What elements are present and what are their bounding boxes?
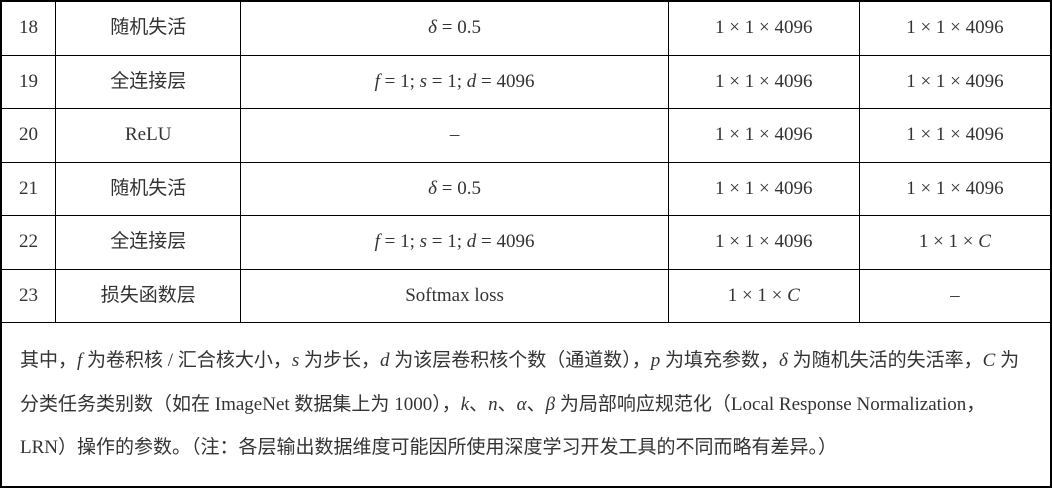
cell-param: δ = 0.5 bbox=[241, 2, 668, 56]
cell-idx: 19 bbox=[2, 55, 56, 109]
footnote-cell: 其中，f 为卷积核 / 汇合核大小，s 为步长，d 为该层卷积核个数（通道数），… bbox=[2, 323, 1051, 487]
cell-idx: 18 bbox=[2, 2, 56, 56]
cell-param: f = 1; s = 1; d = 4096 bbox=[241, 55, 668, 109]
cell-dim-out: 1 × 1 × C bbox=[859, 216, 1050, 270]
cell-dim-out: – bbox=[859, 269, 1050, 323]
cell-param: Softmax loss bbox=[241, 269, 668, 323]
cell-param: – bbox=[241, 109, 668, 163]
layer-table-body: 18 随机失活 δ = 0.5 1 × 1 × 4096 1 × 1 × 409… bbox=[2, 2, 1051, 487]
cell-name: 随机失活 bbox=[55, 162, 241, 216]
cell-param: δ = 0.5 bbox=[241, 162, 668, 216]
cell-dim-in: 1 × 1 × C bbox=[668, 269, 859, 323]
cell-dim-in: 1 × 1 × 4096 bbox=[668, 2, 859, 56]
table-row: 21 随机失活 δ = 0.5 1 × 1 × 4096 1 × 1 × 409… bbox=[2, 162, 1051, 216]
layer-table-container: 18 随机失活 δ = 0.5 1 × 1 × 4096 1 × 1 × 409… bbox=[0, 0, 1052, 488]
table-row: 19 全连接层 f = 1; s = 1; d = 4096 1 × 1 × 4… bbox=[2, 55, 1051, 109]
cell-idx: 20 bbox=[2, 109, 56, 163]
cell-dim-in: 1 × 1 × 4096 bbox=[668, 55, 859, 109]
cell-dim-in: 1 × 1 × 4096 bbox=[668, 216, 859, 270]
cell-dim-out: 1 × 1 × 4096 bbox=[859, 55, 1050, 109]
footnote-row: 其中，f 为卷积核 / 汇合核大小，s 为步长，d 为该层卷积核个数（通道数），… bbox=[2, 323, 1051, 487]
table-row: 20 ReLU – 1 × 1 × 4096 1 × 1 × 4096 bbox=[2, 109, 1051, 163]
cell-idx: 23 bbox=[2, 269, 56, 323]
layer-table: 18 随机失活 δ = 0.5 1 × 1 × 4096 1 × 1 × 409… bbox=[1, 1, 1051, 487]
cell-name: 全连接层 bbox=[55, 55, 241, 109]
cell-dim-out: 1 × 1 × 4096 bbox=[859, 162, 1050, 216]
table-row: 23 损失函数层 Softmax loss 1 × 1 × C – bbox=[2, 269, 1051, 323]
cell-param: f = 1; s = 1; d = 4096 bbox=[241, 216, 668, 270]
cell-name: 随机失活 bbox=[55, 2, 241, 56]
cell-dim-in: 1 × 1 × 4096 bbox=[668, 109, 859, 163]
cell-dim-out: 1 × 1 × 4096 bbox=[859, 109, 1050, 163]
cell-dim-out: 1 × 1 × 4096 bbox=[859, 2, 1050, 56]
cell-name: 损失函数层 bbox=[55, 269, 241, 323]
cell-idx: 22 bbox=[2, 216, 56, 270]
cell-idx: 21 bbox=[2, 162, 56, 216]
cell-name: 全连接层 bbox=[55, 216, 241, 270]
cell-dim-in: 1 × 1 × 4096 bbox=[668, 162, 859, 216]
table-row: 18 随机失活 δ = 0.5 1 × 1 × 4096 1 × 1 × 409… bbox=[2, 2, 1051, 56]
table-row: 22 全连接层 f = 1; s = 1; d = 4096 1 × 1 × 4… bbox=[2, 216, 1051, 270]
cell-name: ReLU bbox=[55, 109, 241, 163]
